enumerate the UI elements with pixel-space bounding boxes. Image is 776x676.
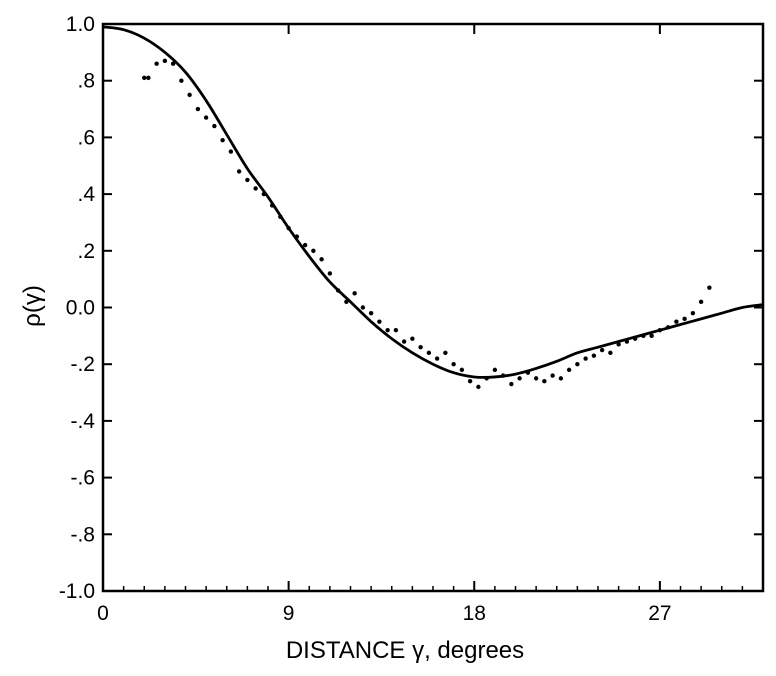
scatter-point	[162, 58, 168, 64]
scatter-point	[319, 257, 324, 262]
x-tick-label: 18	[463, 602, 486, 625]
scatter-point	[418, 344, 423, 350]
axis-ticks	[102, 23, 763, 592]
x-axis-title: DISTANCE γ, degrees	[286, 637, 524, 664]
scatter-point	[467, 379, 473, 384]
scatter-point	[542, 379, 547, 384]
scatter-point	[220, 138, 225, 143]
y-tick-label: .2	[77, 240, 95, 263]
scatter-point	[245, 177, 250, 183]
scatter-point	[434, 356, 440, 361]
y-tick-label: -.6	[70, 467, 95, 490]
scatter-point	[368, 310, 374, 316]
scatter-point	[698, 299, 704, 305]
scatter-point	[154, 61, 159, 66]
x-tick-label: 0	[97, 602, 109, 625]
scatter-point	[401, 339, 407, 344]
scatter-point	[426, 350, 432, 356]
scatter-point	[533, 376, 539, 381]
scatter-point	[142, 75, 147, 81]
scatter-point	[195, 106, 201, 112]
scatter-point	[591, 353, 597, 358]
axis-tick-labels: 1.0 .8 .6 .4 .2 0.0 -.2 -.4 -.6 -.8 -1.00 9 18 27	[59, 13, 672, 625]
scatter-point	[599, 347, 605, 353]
scatter-point	[682, 316, 687, 322]
scatter-point	[228, 149, 234, 154]
y-tick-label: -.8	[70, 523, 95, 546]
y-tick-label: -.2	[70, 353, 95, 376]
scatter-point	[509, 381, 514, 387]
fitted-curve	[102, 25, 764, 379]
scatter-point	[492, 367, 498, 373]
scatter-point	[443, 350, 448, 356]
y-tick-label: .8	[77, 70, 95, 93]
scatter-point	[360, 305, 366, 310]
scatter-point	[377, 319, 382, 324]
scatter-point	[203, 115, 209, 120]
scatter-point	[550, 373, 555, 378]
scatter-point	[517, 376, 522, 381]
y-tick-label: -1.0	[59, 580, 95, 603]
plot-frame	[101, 22, 765, 593]
scatter-point	[451, 362, 456, 367]
scatter-point	[352, 291, 357, 296]
scatter-point	[410, 336, 415, 341]
y-tick-label: .4	[77, 183, 95, 206]
scatter-point	[311, 248, 316, 253]
scatter-point	[212, 123, 217, 129]
scatter-point	[575, 362, 580, 367]
scatter-point	[566, 367, 572, 373]
y-tick-label: .6	[77, 126, 95, 149]
scatter-point	[393, 327, 399, 333]
x-tick-label: 27	[648, 602, 671, 625]
scatter-point	[146, 75, 151, 81]
scatter-point	[674, 319, 679, 324]
scatter-point	[707, 285, 712, 290]
scatter-point	[608, 350, 613, 356]
y-tick-label: 1.0	[66, 13, 95, 36]
scatter-point	[170, 61, 176, 66]
scatter-point	[236, 169, 242, 174]
scatter-point	[459, 367, 465, 373]
scatter-point	[187, 92, 192, 98]
x-tick-label: 9	[283, 602, 295, 625]
scatter-point	[327, 271, 333, 276]
scatter-point	[583, 356, 588, 361]
scatter-point	[476, 384, 481, 390]
scatter-point	[649, 333, 654, 339]
scatter-point	[179, 78, 184, 83]
scatter-series	[142, 58, 712, 390]
scatter-point	[302, 242, 308, 248]
scatter-point	[385, 327, 390, 333]
scatter-point	[558, 376, 564, 381]
y-axis-title: ρ(γ)	[19, 285, 46, 327]
scatter-point	[690, 310, 696, 316]
y-tick-label: 0.0	[66, 297, 95, 320]
y-tick-label: -.4	[70, 410, 95, 433]
scatter-point	[253, 186, 258, 191]
